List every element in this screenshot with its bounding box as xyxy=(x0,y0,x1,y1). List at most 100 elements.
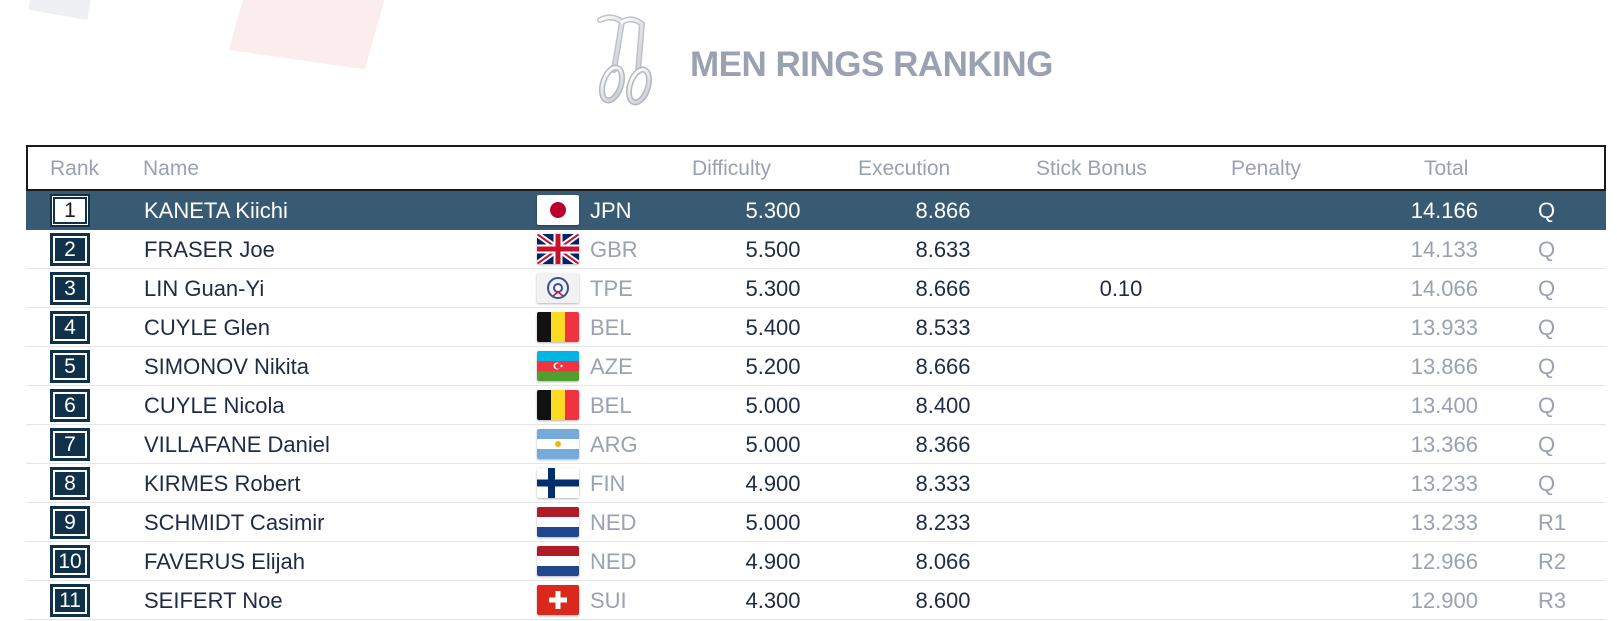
qualification-status: R2 xyxy=(1538,549,1567,574)
difficulty-score: 5.300 xyxy=(745,198,801,223)
qualification-status: R1 xyxy=(1538,510,1567,535)
rank-badge: 4 xyxy=(50,311,90,344)
athlete-name[interactable]: VILLAFANE Daniel xyxy=(144,432,330,457)
athlete-name[interactable]: SEIFERT Noe xyxy=(144,588,283,613)
qualification-status: Q xyxy=(1538,276,1556,301)
header-execution[interactable]: Execution xyxy=(858,157,951,180)
table-row[interactable]: 4 CUYLE Glen BEL 5.400 8.533 13.933 Q xyxy=(26,308,1606,347)
rank-badge: 7 xyxy=(50,428,90,461)
page-header: MEN RINGS RANKING xyxy=(0,0,1617,130)
execution-score: 8.666 xyxy=(915,354,971,379)
rank-badge: 6 xyxy=(50,389,90,422)
table-row[interactable]: 9 SCHMIDT Casimir NED 5.000 8.233 13.233 R1 xyxy=(26,503,1606,542)
table-row[interactable]: 3 LIN Guan-Yi TPE 5.300 8.666 0.10 14.066 Q xyxy=(26,269,1606,308)
header-difficulty[interactable]: Difficulty xyxy=(692,157,771,180)
difficulty-score: 5.500 xyxy=(745,237,801,262)
athlete-name[interactable]: FAVERUS Elijah xyxy=(144,549,305,574)
header-name[interactable]: Name xyxy=(143,157,200,180)
header-total[interactable]: Total xyxy=(1424,157,1469,180)
athlete-name[interactable]: CUYLE Glen xyxy=(144,315,270,340)
header-rank[interactable]: Rank xyxy=(50,157,100,180)
table-row[interactable]: 5 SIMONOV Nikita AZE 5.200 8.666 13.866 Q xyxy=(26,347,1606,386)
execution-score: 8.366 xyxy=(915,432,971,457)
gymnastics-rings-icon xyxy=(597,14,653,106)
execution-score: 8.233 xyxy=(915,510,971,535)
athlete-name[interactable]: SCHMIDT Casimir xyxy=(144,510,325,535)
argentina-flag-icon xyxy=(537,429,579,459)
qualification-status: Q xyxy=(1538,198,1556,223)
execution-score: 8.666 xyxy=(915,276,971,301)
country-code: BEL xyxy=(590,393,632,418)
qualification-status: Q xyxy=(1538,393,1556,418)
execution-score: 8.333 xyxy=(915,471,971,496)
netherlands-flag-icon xyxy=(537,507,579,537)
athlete-name[interactable]: KIRMES Robert xyxy=(144,471,301,496)
difficulty-score: 5.000 xyxy=(745,510,801,535)
rank-badge: 11 xyxy=(50,584,90,617)
table-row[interactable]: 10 FAVERUS Elijah NED 4.900 8.066 12.966 R2 xyxy=(26,542,1606,581)
table-row[interactable]: 8 KIRMES Robert FIN 4.900 8.333 13.233 Q xyxy=(26,464,1606,503)
country-code: JPN xyxy=(590,198,632,223)
total-score: 13.400 xyxy=(1410,393,1478,418)
belgium-flag-icon xyxy=(537,390,579,420)
table-row[interactable]: 1 KANETA Kiichi JPN 5.300 8.866 14.166 Q xyxy=(26,191,1606,230)
header-penalty[interactable]: Penalty xyxy=(1231,157,1302,180)
difficulty-score: 5.000 xyxy=(745,432,801,457)
qualification-status: Q xyxy=(1538,237,1556,262)
rank-badge: 10 xyxy=(50,545,90,578)
rank-badge: 9 xyxy=(50,506,90,539)
table-row[interactable]: 2 FRASER Joe GBR 5.500 8.633 14.133 Q xyxy=(26,230,1606,269)
difficulty-score: 4.300 xyxy=(745,588,801,613)
execution-score: 8.400 xyxy=(915,393,971,418)
ranking-table: Rank Name Difficulty Execution Stick Bon… xyxy=(26,145,1606,620)
netherlands-flag-icon xyxy=(537,546,579,576)
rank-badge: 5 xyxy=(50,350,90,383)
total-score: 13.366 xyxy=(1410,432,1478,457)
rank-badge: 8 xyxy=(50,467,90,500)
table-header: Rank Name Difficulty Execution Stick Bon… xyxy=(26,145,1606,191)
table-body: 1 KANETA Kiichi JPN 5.300 8.866 14.166 Q 2 FRASE… xyxy=(26,191,1606,620)
athlete-name[interactable]: CUYLE Nicola xyxy=(144,393,285,418)
belgium-flag-icon xyxy=(537,312,579,342)
table-row[interactable]: 6 CUYLE Nicola BEL 5.000 8.400 13.400 Q xyxy=(26,386,1606,425)
uk-flag-icon xyxy=(537,234,579,264)
country-code: AZE xyxy=(590,354,633,379)
azerbaijan-flag-icon xyxy=(537,351,579,381)
country-code: BEL xyxy=(590,315,632,340)
athlete-name[interactable]: KANETA Kiichi xyxy=(144,198,288,223)
total-score: 12.966 xyxy=(1410,549,1478,574)
total-score: 14.133 xyxy=(1410,237,1478,262)
qualification-status: Q xyxy=(1538,354,1556,379)
total-score: 13.233 xyxy=(1410,471,1478,496)
rank-badge: 1 xyxy=(50,194,90,227)
difficulty-score: 5.300 xyxy=(745,276,801,301)
rank-badge: 3 xyxy=(50,272,90,305)
header-stick-bonus[interactable]: Stick Bonus xyxy=(1036,157,1147,180)
total-score: 13.233 xyxy=(1410,510,1478,535)
qualification-status: R3 xyxy=(1538,588,1567,613)
table-row[interactable]: 11 SEIFERT Noe SUI 4.300 8.600 12.900 R3 xyxy=(26,581,1606,620)
stick-bonus: 0.10 xyxy=(1099,276,1143,301)
qualification-status: Q xyxy=(1538,471,1556,496)
country-code: GBR xyxy=(590,237,638,262)
execution-score: 8.066 xyxy=(915,549,971,574)
total-score: 13.933 xyxy=(1410,315,1478,340)
athlete-name[interactable]: SIMONOV Nikita xyxy=(144,354,310,379)
finland-flag-icon xyxy=(537,468,579,498)
country-code: ARG xyxy=(590,432,638,457)
country-code: FIN xyxy=(590,471,626,496)
country-code: SUI xyxy=(590,588,627,613)
difficulty-score: 5.400 xyxy=(745,315,801,340)
difficulty-score: 4.900 xyxy=(745,471,801,496)
athlete-name[interactable]: LIN Guan-Yi xyxy=(144,276,265,301)
difficulty-score: 5.200 xyxy=(745,354,801,379)
total-score: 14.066 xyxy=(1410,276,1478,301)
athlete-name[interactable]: FRASER Joe xyxy=(144,237,275,262)
execution-score: 8.866 xyxy=(915,198,971,223)
execution-score: 8.633 xyxy=(915,237,971,262)
table-row[interactable]: 7 VILLAFANE Daniel ARG 5.000 8.366 13.366 Q xyxy=(26,425,1606,464)
country-code: NED xyxy=(590,549,637,574)
page-title: MEN RINGS RANKING xyxy=(690,45,1053,84)
total-score: 13.866 xyxy=(1410,354,1478,379)
country-code: NED xyxy=(590,510,637,535)
